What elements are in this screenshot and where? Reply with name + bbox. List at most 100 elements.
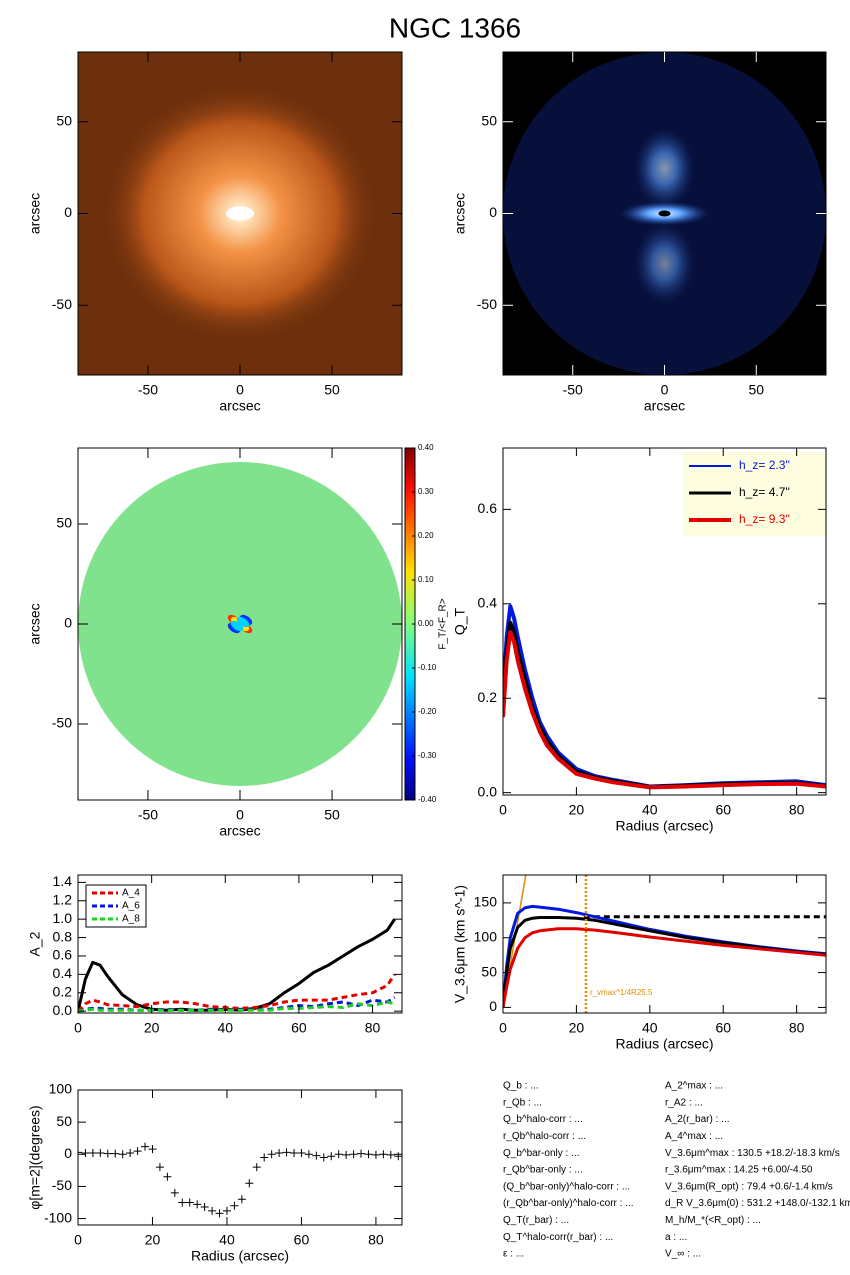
x-tick-label: 0 (74, 1020, 82, 1036)
point (297, 1149, 306, 1157)
x-axis-label: Radius (arcsec) (615, 1036, 713, 1052)
y-axis-label: arcsec (452, 193, 468, 234)
x-tick-label: 80 (368, 1232, 384, 1248)
y-tick-label: 50 (481, 112, 497, 128)
nucleus (226, 206, 254, 221)
point (327, 1152, 336, 1161)
annotation: r_vmax^1/4R25.5 (590, 988, 653, 997)
panel: A_4 A_6 A_8 0 20 40 60 80 0.0 0.2 0.4 0.6 0.8 1.0 1.2 1… (27, 873, 403, 1036)
x-tick-label: 0 (499, 802, 507, 818)
parameter: A_2(r_bar) : ... (665, 1114, 729, 1125)
legend-label: A_8 (122, 914, 140, 925)
x-tick-label: -50 (563, 382, 583, 398)
y-tick-label: -50 (52, 1177, 72, 1193)
x-tick-label: 80 (365, 1020, 381, 1036)
x-tick-label: 0 (74, 1232, 82, 1248)
x-tick-label: -50 (138, 382, 158, 398)
x-tick-label: 80 (789, 802, 805, 818)
y-tick-label: -50 (477, 296, 497, 312)
point (208, 1206, 217, 1215)
plot-area (78, 462, 402, 786)
x-tick-label: 40 (219, 1232, 235, 1248)
x-tick-label: 60 (294, 1232, 310, 1248)
parameter: A_4^max : ... (665, 1131, 723, 1142)
y-tick-label: 0.4 (478, 594, 498, 610)
series-line (503, 630, 826, 790)
x-axis-label: arcsec (219, 398, 260, 414)
x-tick-label: 0 (236, 807, 244, 823)
legend-label: A_4 (122, 888, 140, 899)
point (386, 1150, 395, 1159)
parameter: A_2^max : ... (665, 1081, 723, 1092)
point (178, 1198, 187, 1207)
y-axis-label: A_2 (27, 931, 43, 956)
panel: 0.40 0.30 0.20 0.10 0.00 -0.10 -0.20 -0.30 -0.40… (27, 443, 449, 839)
x-tick-label: 0 (661, 382, 669, 398)
y-tick-label: 0 (489, 204, 497, 220)
plot-area (503, 52, 826, 375)
y-tick-label: 0 (489, 998, 497, 1014)
parameter: Q_b^halo-corr : ... (503, 1114, 583, 1125)
series-line (78, 973, 396, 1013)
x-tick-label: 80 (789, 1020, 805, 1036)
y-tick-label: 1.2 (53, 891, 73, 907)
panel: 0 20 40 60 80 -100 -50 0 50 100 Radius (arcsec) φ[m… (27, 1081, 403, 1264)
series-line (503, 904, 826, 1008)
point (81, 1149, 90, 1157)
parameter: d_R V_3.6μm(0) : 531.2 +148.0/-132.1 km/… (665, 1198, 850, 1209)
y-axis-label: V_3.6μm (km s^-1) (452, 885, 468, 1003)
parameter: ε : ... (503, 1249, 524, 1260)
parameter: V_∞ : ... (665, 1249, 701, 1260)
x-axis-label: arcsec (219, 823, 260, 839)
legend-label: h_z= 2.3'' (739, 458, 790, 472)
point (200, 1203, 209, 1211)
y-tick-label: 50 (56, 112, 72, 128)
point (88, 1149, 97, 1157)
point (215, 1209, 224, 1218)
axes-frame (502, 447, 827, 796)
y-tick-label: 1.4 (53, 873, 73, 889)
map-lobe (230, 620, 244, 632)
y-tick-label: 0 (64, 615, 72, 631)
series-line (503, 927, 826, 1008)
parameter: r_Qb : ... (503, 1097, 542, 1108)
parameter: r_Qb^halo-corr : ... (503, 1131, 586, 1142)
y-tick-label: 0.2 (53, 983, 73, 999)
point (193, 1200, 202, 1209)
parameter: (Q_b^bar-only)^halo-corr : ... (503, 1181, 630, 1192)
colorbar-tick-label: -0.30 (418, 751, 437, 760)
x-tick-label: 20 (144, 1020, 160, 1036)
point (237, 1195, 246, 1204)
point (260, 1153, 269, 1162)
point (103, 1149, 112, 1158)
colorbar-tick-label: 0.30 (418, 487, 434, 496)
point (222, 1206, 231, 1215)
y-tick-label: 1.0 (53, 910, 73, 926)
series-line (503, 620, 826, 789)
colorbar-tick-label: -0.20 (418, 707, 437, 716)
point (163, 1172, 172, 1181)
y-tick-label: 0.4 (53, 965, 73, 981)
legend-label: h_z= 4.7'' (739, 485, 790, 499)
series-line (503, 604, 826, 789)
colorbar-tick-label: 0.40 (418, 443, 434, 452)
point (304, 1150, 313, 1159)
y-tick-label: 50 (56, 1113, 72, 1129)
residual-lower (634, 223, 695, 304)
axes-frame (77, 1089, 403, 1226)
parameter: M_h/M_*(<R_opt) : ... (665, 1215, 761, 1226)
colorbar-tick-label: 0.00 (418, 619, 434, 628)
point (282, 1148, 291, 1157)
x-tick-label: 50 (324, 382, 340, 398)
parameter: Q_T^halo-corr(r_bar) : ... (503, 1232, 613, 1243)
series-line (503, 916, 826, 1008)
plot-area (78, 1142, 402, 1218)
y-tick-label: 100 (49, 1081, 73, 1097)
x-tick-label: 60 (715, 1020, 731, 1036)
y-tick-label: 0.2 (478, 689, 498, 705)
axes-frame (502, 874, 827, 1014)
point (394, 1152, 402, 1161)
figure-title: NGC 1366 (389, 12, 521, 43)
y-tick-label: 0.6 (53, 947, 73, 963)
x-tick-label: 60 (291, 1020, 307, 1036)
